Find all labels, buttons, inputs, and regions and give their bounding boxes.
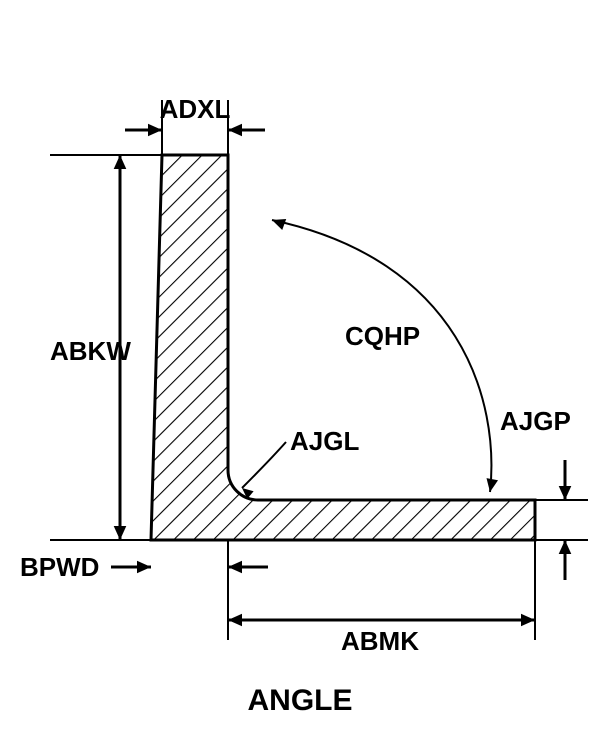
label-abmk: ABMK [341,626,419,656]
label-adxl: ADXL [160,94,231,124]
fillet-leader [242,442,286,488]
label-ajgl: AJGL [290,426,359,456]
label-bpwd: BPWD [20,552,99,582]
diagram-title: ANGLE [248,684,353,717]
label-abkw: ABKW [50,336,131,366]
label-ajgp: AJGP [500,406,571,436]
label-cqhp: CQHP [345,321,420,351]
